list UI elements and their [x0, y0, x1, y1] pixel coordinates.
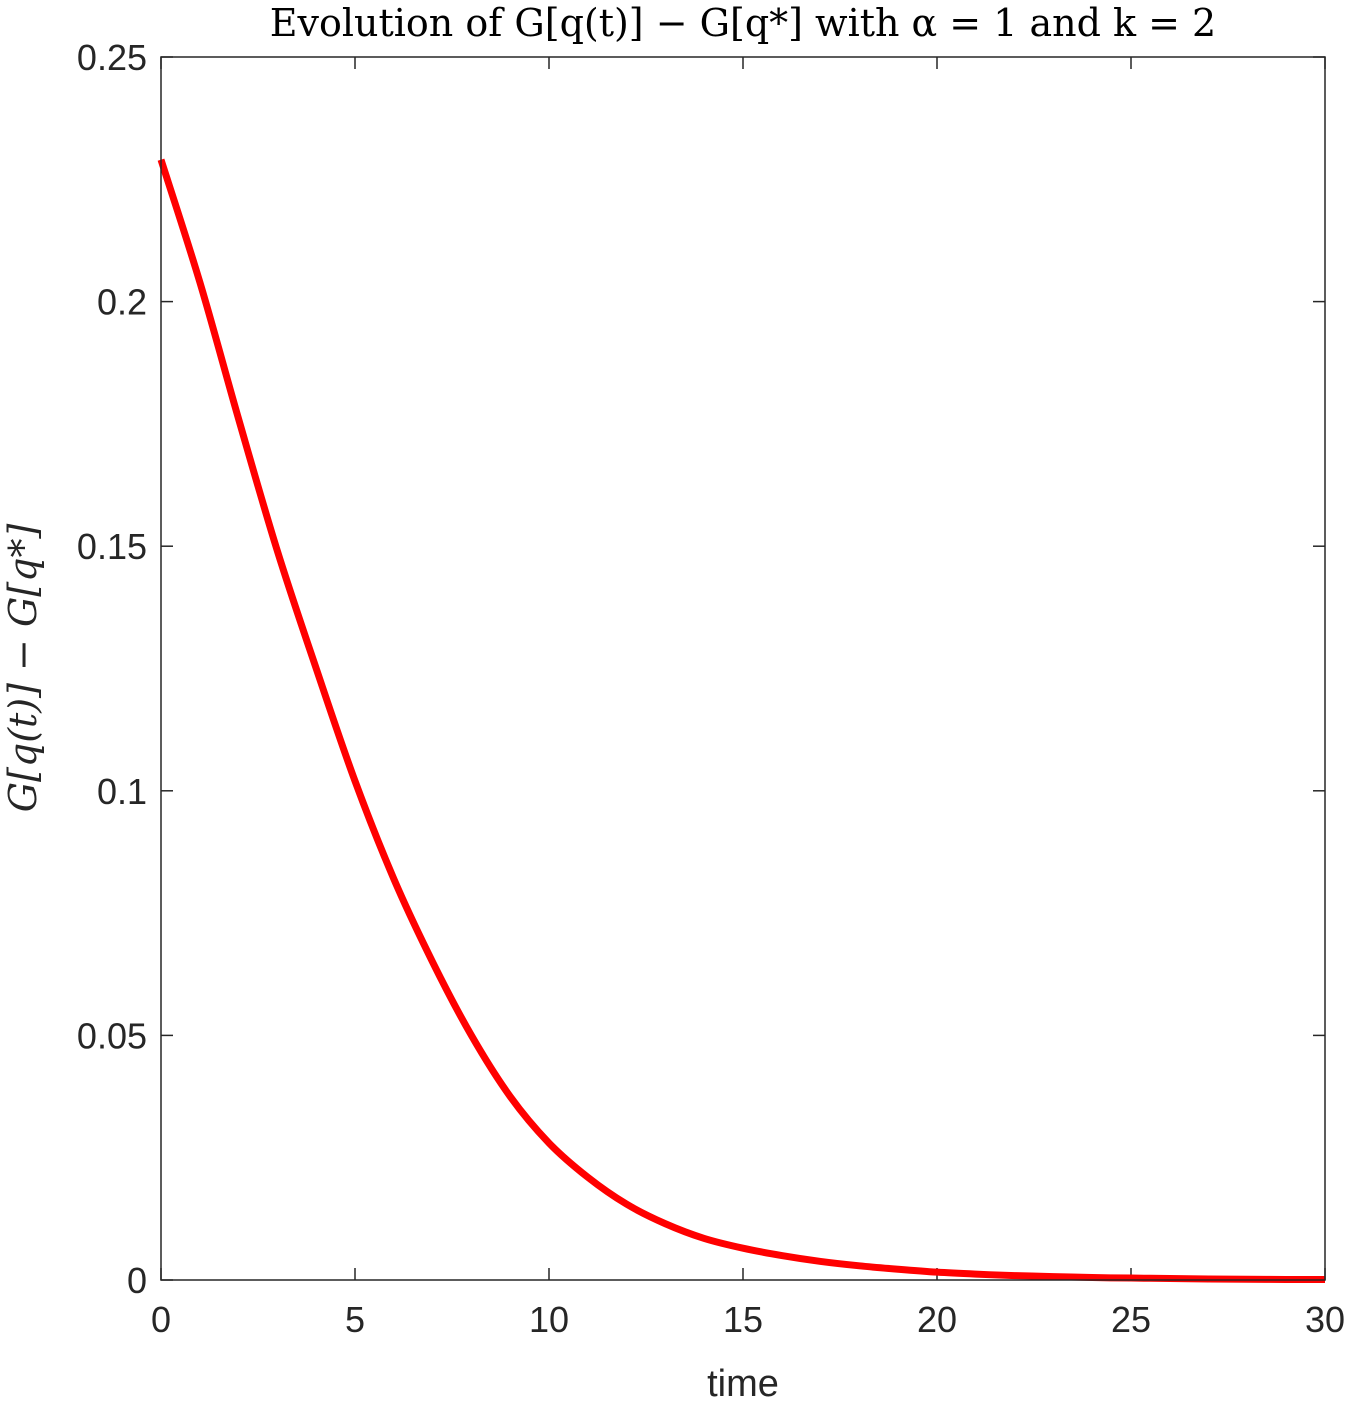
x-axis-label: time — [707, 1363, 779, 1404]
y-tick-label: 0.15 — [77, 526, 147, 567]
y-tick-labels: 0 0.05 0.1 0.15 0.2 0.25 — [77, 37, 147, 1301]
x-tick-label: 10 — [529, 1299, 569, 1340]
x-tick-label: 25 — [1111, 1299, 1151, 1340]
y-tick-label: 0 — [127, 1260, 147, 1301]
y-tick-label: 0.05 — [77, 1015, 147, 1056]
x-tick-label: 15 — [723, 1299, 763, 1340]
plot-area — [161, 57, 1325, 1280]
y-tick-label: 0.2 — [97, 282, 147, 323]
x-tick-label: 0 — [151, 1299, 171, 1340]
x-tick-label: 30 — [1305, 1299, 1345, 1340]
plot-frame — [160, 56, 1326, 1281]
x-tick-label: 20 — [917, 1299, 957, 1340]
x-tick-label: 5 — [345, 1299, 365, 1340]
series-line — [157, 158, 1326, 1284]
y-tick-label: 0.25 — [77, 37, 147, 78]
x-tick-labels: 0 5 10 15 20 25 30 — [151, 1299, 1345, 1340]
y-axis-label: G[q(t)] − G[q*] — [1, 524, 45, 813]
chart-title: Evolution of G[q(t)] − G[q*] with α = 1 … — [270, 1, 1216, 45]
y-tick-label: 0.1 — [97, 771, 147, 812]
